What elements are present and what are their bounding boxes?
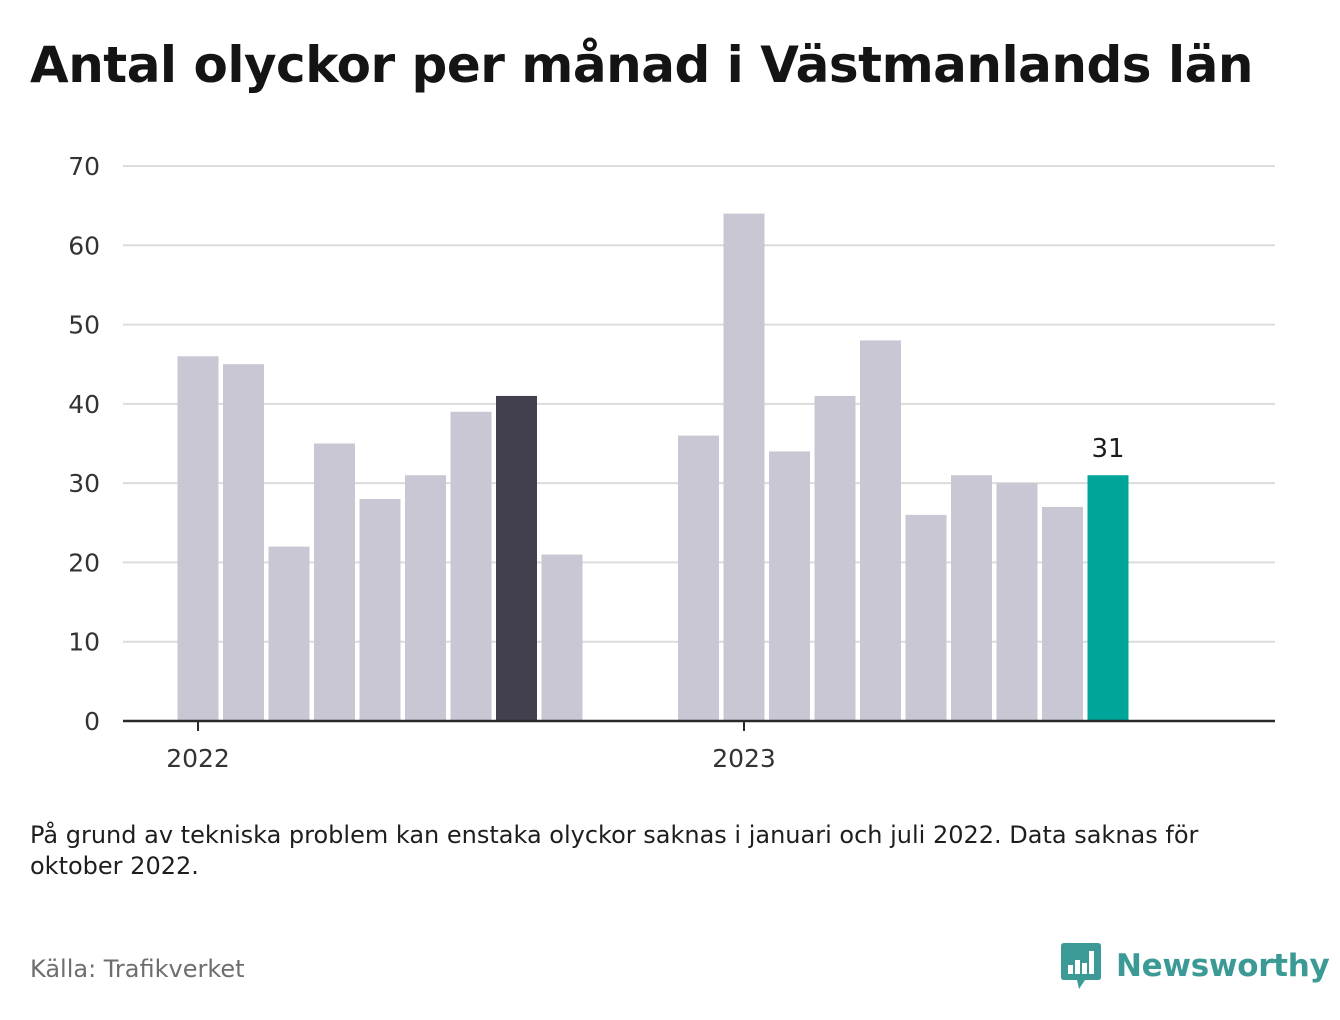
- bar-2023-06: [951, 475, 992, 721]
- bar-2022-12: [678, 435, 719, 721]
- footnote: På grund av tekniska problem kan enstaka…: [30, 821, 1199, 880]
- bar-2023-09: [1087, 475, 1129, 721]
- y-tick-label: 20: [68, 548, 100, 577]
- y-tick-label: 70: [68, 152, 100, 181]
- data-labels: 31: [1091, 434, 1124, 464]
- bar-chart: 0 10 20 30 40 50 60 70 2022 2023 31: [68, 152, 1275, 773]
- y-tick-label: 10: [68, 628, 100, 657]
- bar-2022-04: [314, 443, 355, 721]
- bar-2022-09: [541, 554, 583, 721]
- brand-name: Newsworthy: [1116, 948, 1330, 984]
- y-axis-ticks: 0 10 20 30 40 50 60 70: [68, 152, 100, 736]
- x-tick-label: 2022: [166, 744, 230, 773]
- source-label: Källa: Trafikverket: [30, 955, 245, 983]
- bar-2022-07: [450, 411, 492, 721]
- chart-speech-bubble-icon: [1061, 943, 1101, 989]
- bar-2023-05: [905, 514, 947, 721]
- y-tick-label: 30: [68, 469, 100, 498]
- y-tick-label: 50: [68, 311, 100, 340]
- x-axis: 2022 2023: [123, 719, 1275, 773]
- y-tick-label: 40: [68, 390, 100, 419]
- bar-2023-02: [769, 451, 810, 721]
- bar-2023-08: [1042, 506, 1083, 721]
- bars: [177, 213, 1129, 722]
- bar-2023-01: [723, 213, 765, 722]
- bar-2023-07: [996, 483, 1038, 721]
- bar-2022-08: [496, 395, 537, 721]
- bar-2022-06: [405, 475, 446, 721]
- chart-title: Antal olyckor per månad i Västmanlands l…: [30, 36, 1253, 94]
- y-tick-label: 0: [84, 707, 100, 736]
- bar-2023-04: [860, 340, 901, 721]
- y-tick-label: 60: [68, 231, 100, 260]
- bar-2022-05: [359, 499, 401, 721]
- bar-2022-02: [223, 364, 264, 721]
- bar-2022-01: [177, 356, 219, 721]
- data-label: 31: [1091, 434, 1124, 464]
- bar-2023-03: [814, 395, 856, 721]
- bar-2022-03: [268, 546, 310, 721]
- brand-logo: Newsworthy: [1060, 940, 1330, 992]
- x-tick-label: 2023: [712, 744, 776, 773]
